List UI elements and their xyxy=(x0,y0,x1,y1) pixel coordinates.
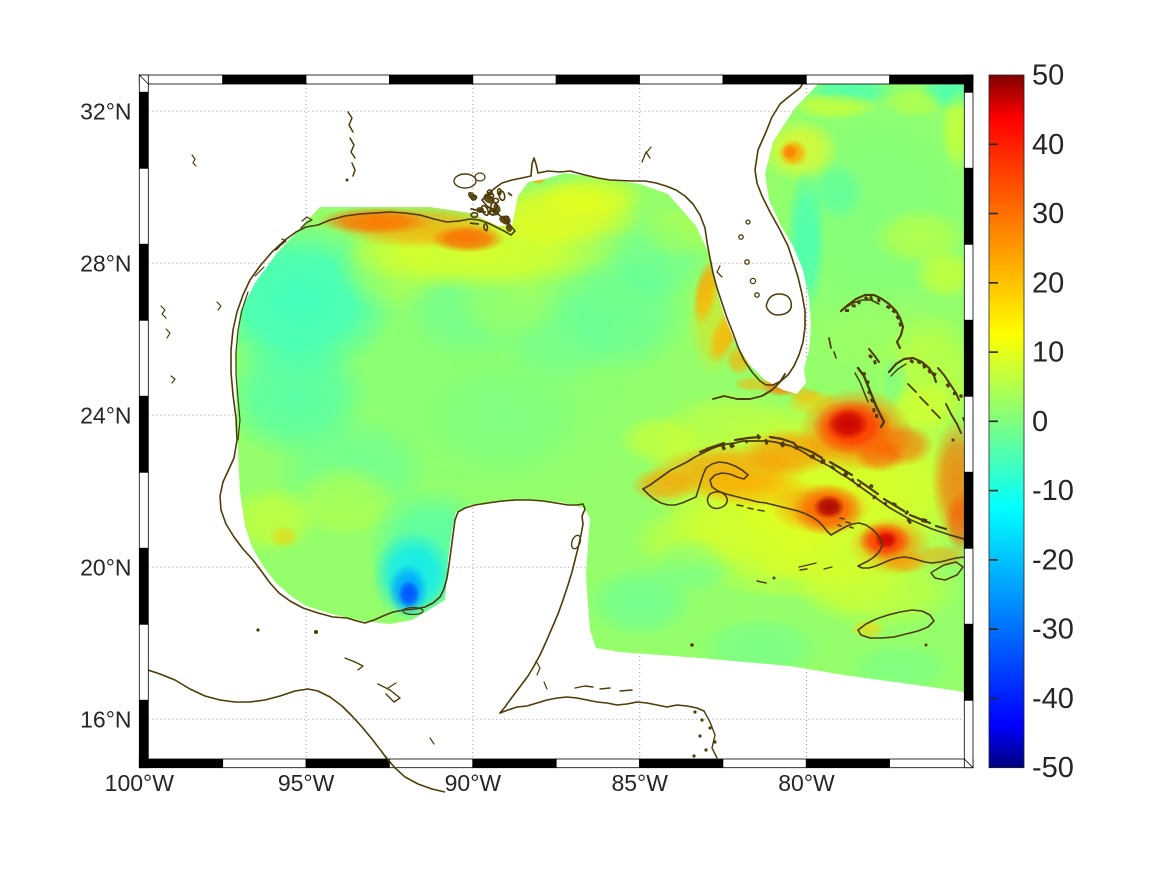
svg-text:85°W: 85°W xyxy=(611,770,668,796)
svg-text:32°N: 32°N xyxy=(80,98,131,124)
svg-text:28°N: 28°N xyxy=(80,250,131,276)
svg-text:90°W: 90°W xyxy=(445,770,502,796)
svg-text:20°N: 20°N xyxy=(80,554,131,580)
svg-text:20: 20 xyxy=(1032,267,1064,299)
svg-text:16°N: 16°N xyxy=(80,706,131,732)
svg-text:40: 40 xyxy=(1032,129,1064,161)
svg-text:95°W: 95°W xyxy=(278,770,335,796)
svg-text:-30: -30 xyxy=(1032,614,1074,646)
svg-text:100°W: 100°W xyxy=(105,770,175,796)
svg-text:-50: -50 xyxy=(1032,752,1074,784)
svg-text:50: 50 xyxy=(1032,60,1064,92)
svg-text:30: 30 xyxy=(1032,198,1064,230)
svg-text:24°N: 24°N xyxy=(80,402,131,428)
svg-text:-10: -10 xyxy=(1032,475,1074,507)
svg-text:-20: -20 xyxy=(1032,544,1074,576)
svg-text:-40: -40 xyxy=(1032,683,1074,715)
svg-text:80°W: 80°W xyxy=(778,770,835,796)
svg-text:10: 10 xyxy=(1032,337,1064,369)
svg-text:0: 0 xyxy=(1032,406,1048,438)
